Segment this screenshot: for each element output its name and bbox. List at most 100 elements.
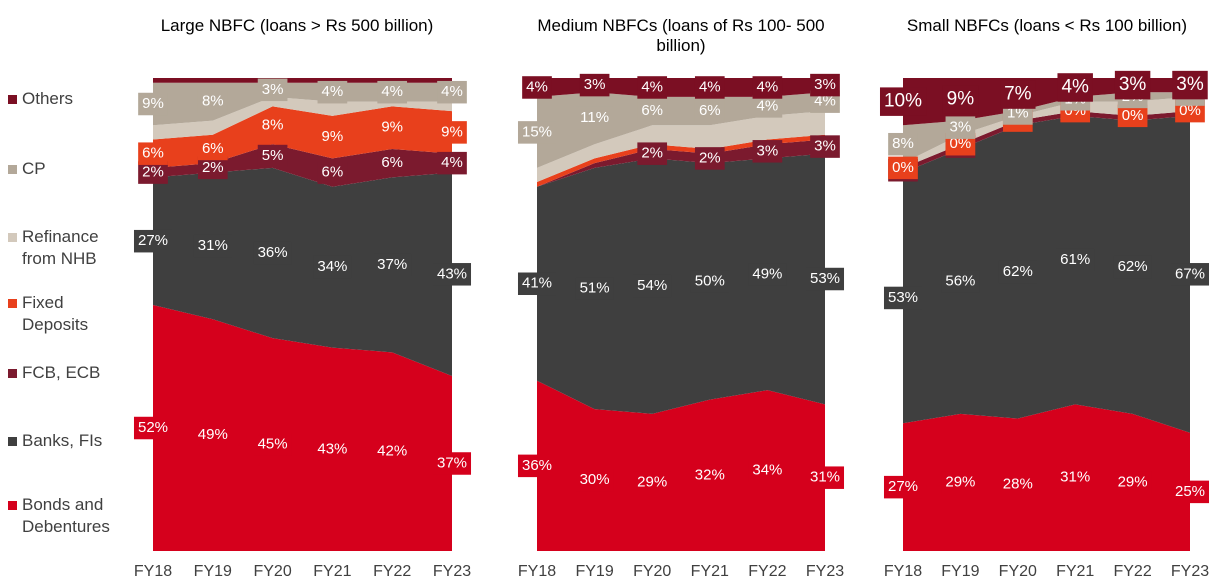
x-tick-label: FY23	[433, 563, 471, 580]
chart-title: Medium NBFCs (loans of Rs 100- 500 billi…	[537, 16, 825, 55]
data-label: 34%	[752, 462, 782, 479]
x-tick-label: FY18	[518, 563, 556, 580]
label-box	[1113, 255, 1152, 279]
data-label: 27%	[888, 478, 918, 495]
data-label: 54%	[637, 277, 667, 294]
label-box	[805, 267, 845, 291]
label-box	[1170, 480, 1210, 504]
data-label: 3%	[262, 81, 284, 98]
data-label: 9%	[142, 95, 164, 112]
label-box	[748, 263, 787, 286]
label-box	[193, 423, 232, 447]
data-label: 4%	[526, 78, 548, 95]
legend-swatch	[8, 233, 17, 242]
data-label: 15%	[522, 123, 552, 140]
label-box	[432, 263, 472, 286]
area	[903, 96, 1190, 168]
area	[903, 111, 1190, 173]
legend-label: Bonds and Debentures	[22, 495, 110, 536]
data-label: 32%	[695, 466, 725, 483]
data-label: 28%	[1003, 476, 1033, 493]
label-box	[942, 85, 979, 114]
area	[153, 96, 452, 140]
data-label: 6%	[322, 164, 344, 181]
area	[903, 404, 1190, 551]
legend-item: Refinance from NHB	[8, 226, 148, 270]
label-box	[637, 76, 668, 99]
label-box	[888, 156, 918, 180]
label-box	[810, 73, 840, 97]
data-label: 53%	[888, 289, 918, 306]
x-tick-label: FY19	[575, 563, 613, 580]
data-label: 62%	[1118, 258, 1148, 275]
data-label: 36%	[258, 244, 288, 261]
data-label: 0%	[950, 135, 972, 152]
label-box	[1056, 466, 1095, 489]
x-tick-label: FY22	[748, 563, 786, 580]
label-box	[883, 475, 923, 499]
label-box	[1170, 263, 1210, 286]
chart-title: Large NBFC (loans > Rs 500 billion)	[160, 16, 434, 35]
data-label: 6%	[641, 102, 663, 119]
data-label: 7%	[1004, 84, 1032, 105]
data-label: 0%	[1122, 107, 1144, 124]
data-label: 6%	[202, 140, 224, 157]
data-label: 6%	[142, 145, 164, 162]
label-box	[1000, 80, 1036, 109]
data-label: 29%	[637, 473, 667, 490]
label-box	[633, 274, 672, 298]
legend-label: Refinance from NHB	[22, 227, 99, 268]
label-box	[941, 471, 980, 494]
label-box	[197, 90, 228, 113]
x-tick-label: FY19	[941, 563, 979, 580]
area	[537, 153, 825, 414]
label-box	[257, 144, 288, 168]
label-box	[253, 241, 292, 265]
data-label: 4%	[757, 78, 779, 95]
legend-label: Banks, FIs	[22, 431, 103, 450]
label-box	[377, 80, 408, 104]
data-label: 2%	[142, 164, 164, 181]
x-tick-label: FY19	[194, 563, 232, 580]
legend-item: FCB, ECB	[8, 362, 148, 384]
legend-label: FCB, ECB	[22, 363, 101, 382]
area	[537, 134, 825, 187]
label-box	[432, 452, 472, 475]
data-label: 31%	[1060, 469, 1090, 486]
label-box	[637, 99, 668, 123]
area	[153, 82, 452, 126]
label-box	[517, 454, 557, 478]
x-tick-label: FY23	[806, 563, 844, 580]
data-label: 31%	[198, 237, 228, 254]
data-label: 10%	[884, 91, 922, 112]
data-label: 5%	[262, 147, 284, 164]
legend-swatch	[8, 369, 17, 378]
label-box	[373, 253, 412, 277]
legend-label: CP	[22, 159, 46, 178]
data-label: 25%	[1175, 483, 1205, 500]
label-box	[694, 76, 725, 99]
legend-label: Fixed Deposits	[22, 293, 89, 334]
x-tick-label: FY21	[691, 563, 729, 580]
label-box	[133, 416, 173, 440]
x-tick-label: FY20	[999, 563, 1037, 580]
data-label: 3%	[1119, 74, 1147, 95]
label-box	[748, 459, 787, 482]
label-box	[373, 440, 412, 463]
data-label: 45%	[258, 436, 288, 453]
data-label: 9%	[441, 123, 463, 140]
label-box	[517, 272, 557, 296]
label-box	[575, 468, 614, 492]
data-label: 29%	[945, 473, 975, 490]
data-label: 6%	[381, 154, 403, 171]
data-label: 0%	[892, 159, 914, 176]
label-box	[941, 270, 980, 293]
label-box	[257, 114, 288, 137]
label-box	[317, 80, 348, 104]
label-box	[197, 137, 228, 161]
label-box	[998, 473, 1037, 497]
label-box	[752, 76, 783, 99]
label-box	[377, 151, 408, 175]
label-box	[377, 116, 408, 139]
